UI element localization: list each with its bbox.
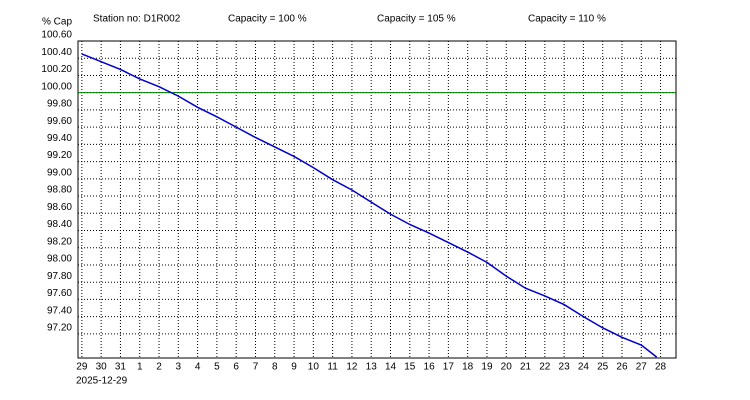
x-tick-label: 2 — [156, 362, 162, 373]
x-tick-label: 5 — [214, 362, 220, 373]
y-tick-label: 98.80 — [47, 185, 72, 196]
x-tick-label: 29 — [76, 362, 88, 373]
x-tick-label: 21 — [520, 362, 532, 373]
plot-area — [77, 40, 677, 359]
x-tick-label: 27 — [636, 362, 648, 373]
data-line — [81, 53, 658, 358]
y-tick-label: 99.60 — [47, 116, 72, 127]
y-tick-label: 99.00 — [47, 167, 72, 178]
y-tick-label: 97.40 — [47, 305, 72, 316]
station: Station no: D1R002 — [93, 14, 181, 25]
x-tick-label: 24 — [578, 362, 590, 373]
x-tick-label: 13 — [366, 362, 378, 373]
x-tick-label: 6 — [233, 362, 239, 373]
x-tick-label: 30 — [96, 362, 108, 373]
x-tick-label: 23 — [559, 362, 571, 373]
x-tick-label: 11 — [327, 362, 338, 373]
x-tick-label: 26 — [616, 362, 628, 373]
y-tick-label: 98.00 — [47, 254, 72, 265]
x-tick-label: 14 — [385, 362, 397, 373]
y-axis-label: % Cap — [42, 17, 72, 28]
x-tick-label: 8 — [272, 362, 278, 373]
x-tick-label: 22 — [539, 362, 551, 373]
x-tick-label: 31 — [115, 362, 127, 373]
y-tick-label: 97.80 — [47, 271, 72, 282]
x-tick-label: 7 — [253, 362, 259, 373]
x-tick-label: 17 — [443, 362, 455, 373]
y-tick-label: 100.60 — [41, 30, 72, 41]
x-tick-label: 16 — [424, 362, 436, 373]
y-tick-label: 99.40 — [47, 133, 72, 144]
x-tick-label: 9 — [291, 362, 297, 373]
x-tick-label: 12 — [346, 362, 358, 373]
x-tick-label: 28 — [655, 362, 667, 373]
x-tick-label: 25 — [597, 362, 609, 373]
x-tick-label: 3 — [176, 362, 182, 373]
y-tick-label: 99.20 — [47, 150, 72, 161]
x-tick-label: 1 — [137, 362, 143, 373]
x-tick-label: 19 — [481, 362, 493, 373]
y-tick-label: 100.00 — [41, 81, 72, 92]
y-tick-label: 99.80 — [47, 99, 72, 110]
x-tick-label: 18 — [462, 362, 474, 373]
y-tick-label: 98.60 — [47, 202, 72, 213]
y-tick-label: 98.20 — [47, 236, 72, 247]
legend-entry: Capacity = 100 % — [228, 14, 307, 25]
legend-entry: Capacity = 110 % — [528, 14, 606, 25]
y-tick-label: 98.40 — [47, 219, 72, 230]
x-tick-label: 4 — [195, 362, 201, 373]
x-tick-label: 10 — [308, 362, 320, 373]
y-tick-label: 97.60 — [47, 288, 72, 299]
y-tick-label: 100.40 — [41, 47, 72, 58]
y-tick-label: 100.20 — [41, 64, 72, 75]
y-tick-label: 97.20 — [47, 323, 72, 334]
legend-entry: Capacity = 105 % — [377, 14, 456, 25]
x-tick-label: 20 — [501, 362, 513, 373]
start-date: 2025-12-29 — [76, 376, 128, 387]
x-tick-label: 15 — [404, 362, 416, 373]
